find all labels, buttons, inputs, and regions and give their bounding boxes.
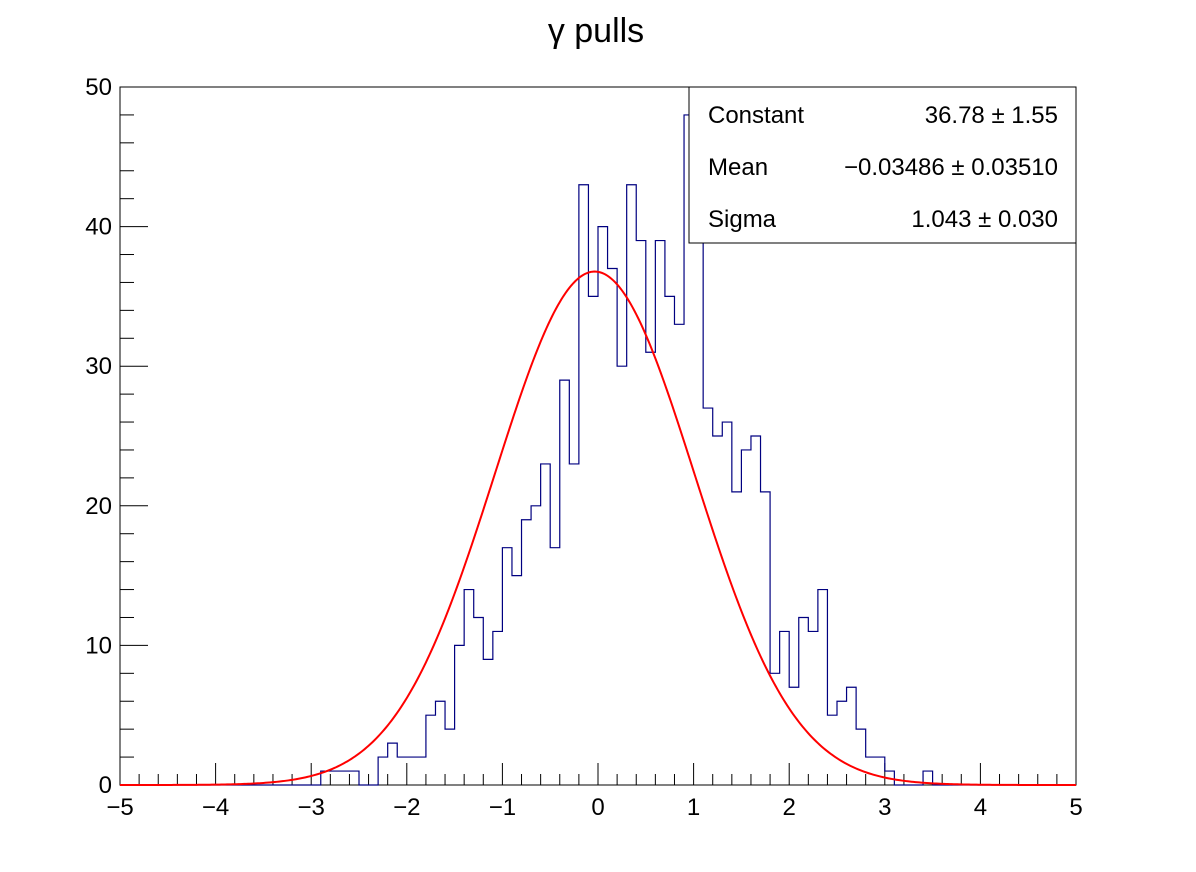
y-tick-label: 20 [85,493,112,520]
histogram-bin [483,659,493,785]
histogram-bin [541,464,551,785]
histogram-bin [866,757,876,785]
y-tick-label: 50 [85,74,112,101]
histogram-bin [435,701,445,785]
x-tick-label: 0 [591,794,604,821]
y-tick-label: 30 [85,353,112,380]
histogram-bin [655,241,665,785]
histogram-bin [569,464,579,785]
histogram-bin [837,701,847,785]
histogram-bin [703,408,713,785]
x-tick-label: −3 [298,794,325,821]
histogram-bin [531,506,541,785]
histogram-bin [818,590,828,785]
histogram-bin [799,617,809,785]
stat-value: −0.03486 ± 0.03510 [844,154,1058,181]
histogram-bin [388,743,398,785]
histogram-bin [378,757,388,785]
histogram-bin [856,729,866,785]
stats-box-frame [688,86,1077,244]
histogram-bin [349,771,359,785]
histogram-bin [493,631,503,785]
histogram-bin [722,422,732,785]
histogram-bin [789,687,799,785]
histogram-bin [751,436,761,785]
x-tick-label: −4 [202,794,229,821]
stat-value: 1.043 ± 0.030 [911,206,1058,233]
histogram-bin [340,771,350,785]
histogram-bin [827,715,837,785]
histogram-bin [455,645,465,785]
histogram-bin [512,576,522,785]
histogram-bin [780,631,790,785]
histogram-bin [560,380,570,785]
y-tick-label: 0 [99,772,112,799]
histogram-bin [588,296,598,785]
x-tick-label: 5 [1069,794,1082,821]
histogram-bars [120,114,1076,786]
histogram-bin [674,324,684,785]
histogram-bin [464,590,474,785]
x-tick-label: 1 [687,794,700,821]
x-tick-label: 3 [878,794,891,821]
histogram-bin [407,757,417,785]
histogram-bin [416,757,426,785]
histogram-bin [426,715,436,785]
histogram-bin [875,757,885,785]
histogram-outline [120,114,1076,786]
histogram-bin [445,729,455,785]
histogram-bin [397,757,407,785]
stat-value: 36.78 ± 1.55 [925,102,1058,129]
stat-name: Constant [708,102,804,129]
stat-name: Sigma [708,206,777,233]
x-tick-label: −1 [489,794,516,821]
histogram-bin [617,366,627,785]
histogram-bin [550,548,560,785]
x-axis: −5 −4 −3 −2 −1 0 1 2 3 4 5 [106,763,1083,821]
y-tick-label: 40 [85,214,112,241]
histogram-bin [847,687,857,785]
histogram-bin [474,617,484,785]
histogram-bin [808,631,818,785]
gaussian-fit [120,270,1076,786]
x-tick-label: −5 [106,794,133,821]
histogram-bin [598,227,608,785]
histogram-bin [502,548,512,785]
histogram-bin [627,185,637,785]
x-tick-label: 2 [783,794,796,821]
histogram-bin [608,268,618,785]
fit-stats-box: Constant 36.78 ± 1.55 Mean −0.03486 ± 0.035… [688,86,1077,244]
histogram-bin [665,296,675,785]
histogram-bin [646,352,656,785]
stat-name: Mean [708,154,768,181]
x-tick-label: 4 [974,794,987,821]
histogram-bin [713,436,723,785]
fit-curve [120,270,1076,786]
histogram-bin [761,492,771,785]
histogram-bin [732,492,742,785]
histogram-bin [522,520,532,785]
y-axis: 0 10 20 30 40 50 [85,74,148,799]
x-tick-label: −2 [393,794,420,821]
y-tick-label: 10 [85,632,112,659]
chart-title: γ pulls [548,12,644,50]
histogram-bin [330,771,340,785]
